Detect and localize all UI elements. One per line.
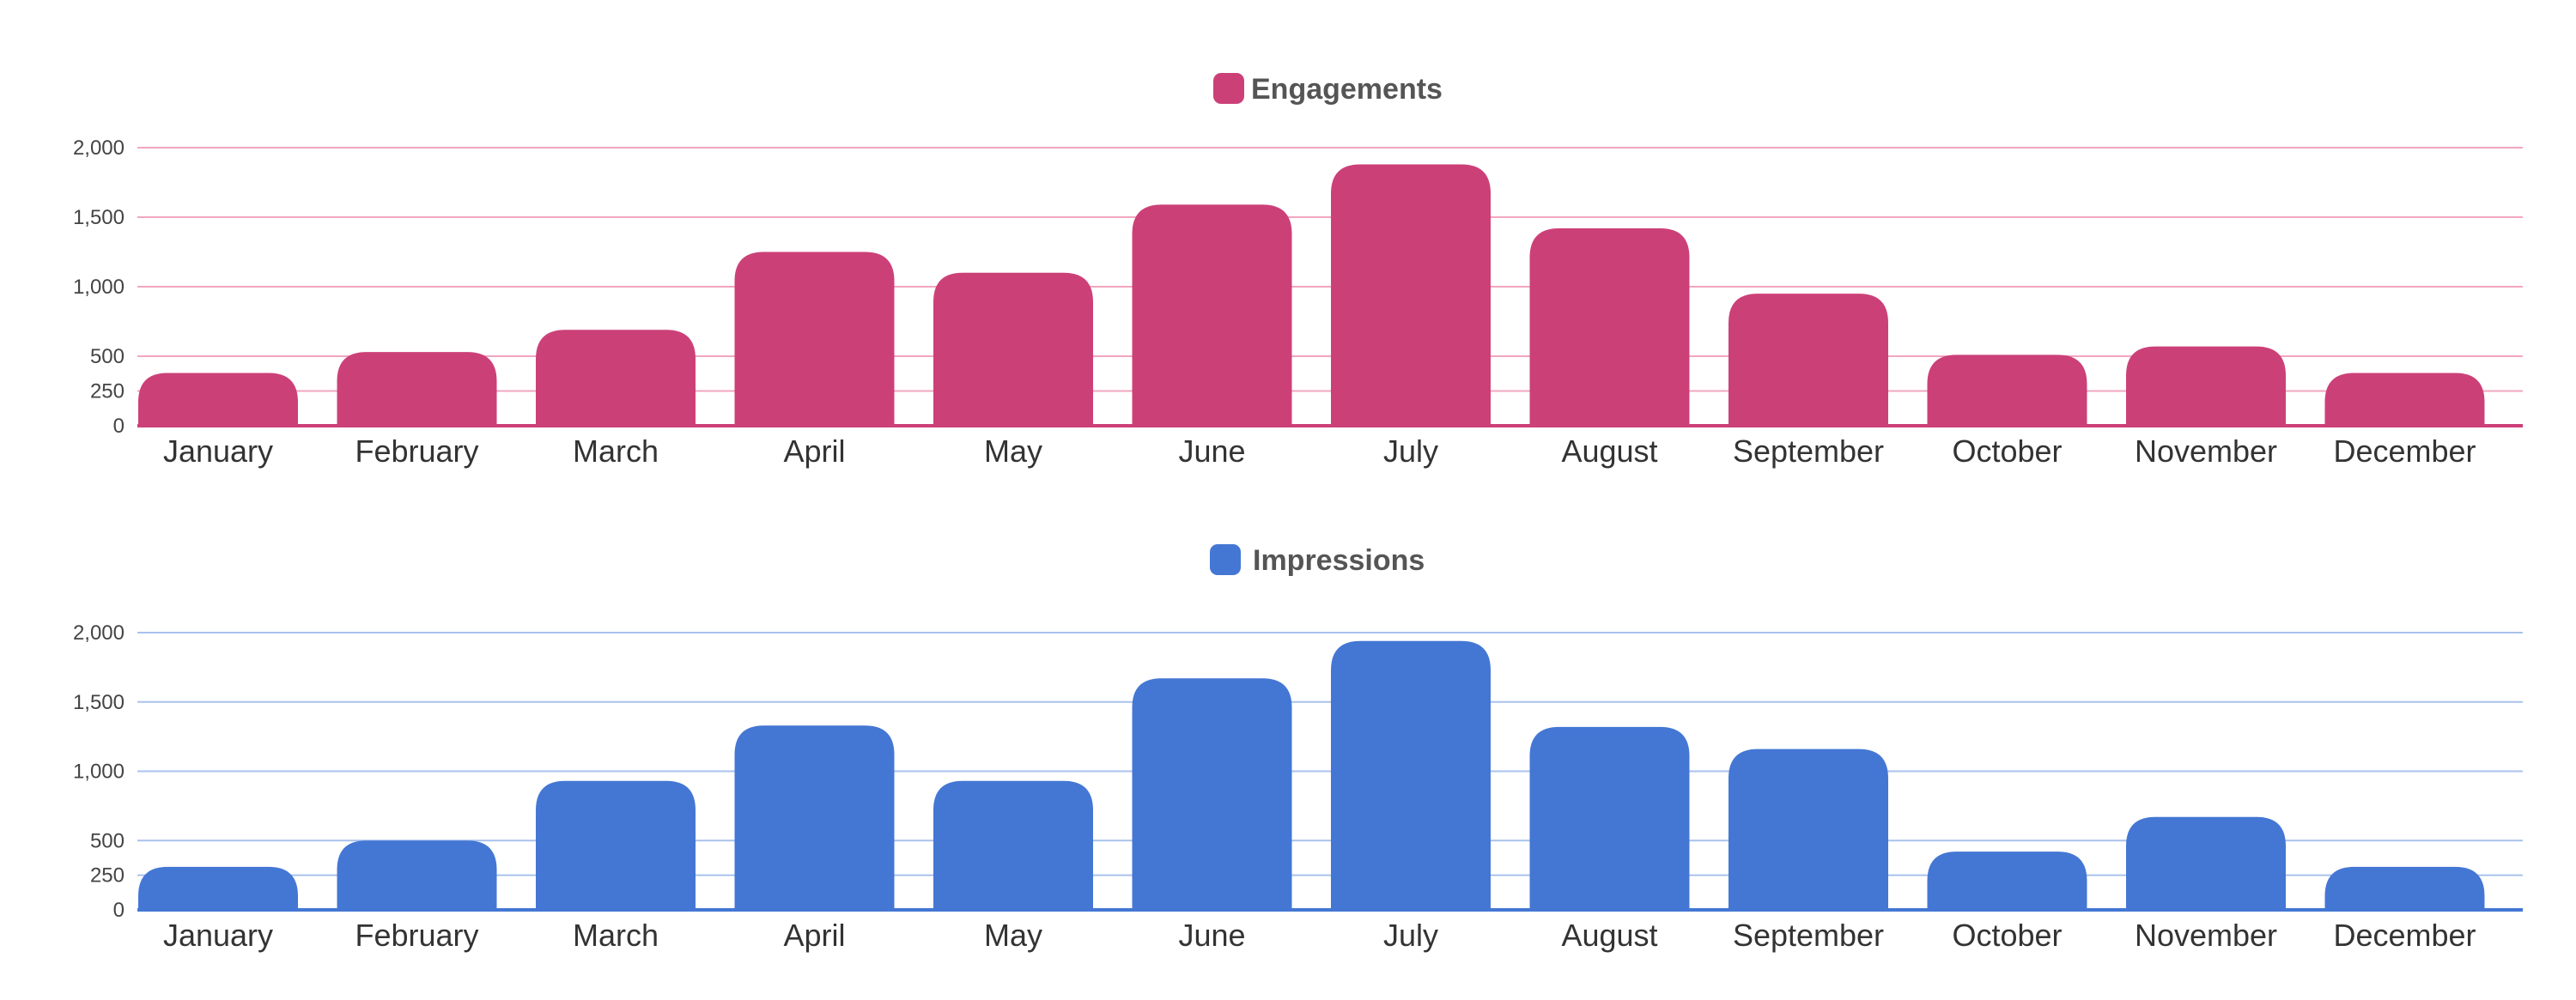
y-tick-label: 0 [113,415,125,438]
x-tick-label: April [783,433,845,469]
y-tick-label: 1,000 [73,761,125,784]
impressions-legend-swatch [1210,544,1241,575]
bar-april [734,725,895,910]
engagements-bars [138,164,2485,427]
bar-september [1728,748,1888,910]
bar-july [1331,640,1491,910]
bar-july [1331,164,1491,426]
bar-june [1132,204,1292,427]
bar-june [1132,678,1292,910]
impressions-x-axis: January February March April May June July Augu… [163,918,2476,953]
impressions-bars [138,640,2485,910]
y-tick-label: 1,000 [73,276,125,299]
bar-november [2126,816,2286,910]
y-tick-label: 2,000 [73,136,125,160]
x-tick-label: January [163,918,273,953]
y-tick-label: 250 [90,864,125,888]
bar-december [2324,373,2485,426]
x-tick-label: July [1383,918,1438,953]
x-tick-label: March [573,918,659,953]
x-tick-label: March [573,433,659,469]
bar-january [138,373,298,426]
y-tick-label: 500 [90,345,125,368]
engagements-legend-label: Engagements [1251,73,1443,106]
x-tick-label: October [1952,433,2062,469]
engagements-gridlines [137,147,2523,427]
impressions-chart: Impressions 0 250 500 1,000 1,500 2,000 Janua… [73,544,2523,953]
x-tick-label: August [1561,918,1657,953]
x-tick-label: September [1733,433,1884,469]
bar-february [337,352,497,426]
impressions-gridlines [137,632,2523,912]
x-tick-label: July [1383,433,1438,469]
x-tick-label: December [2333,918,2476,953]
bar-august [1529,227,1690,426]
x-tick-label: October [1952,918,2062,953]
bar-may [933,272,1093,426]
x-tick-label: November [2135,918,2277,953]
y-tick-label: 250 [90,380,125,403]
impressions-y-axis: 0 250 500 1,000 1,500 2,000 [73,621,125,922]
impressions-legend-label: Impressions [1253,544,1425,577]
bar-october [1927,355,2087,426]
bar-february [337,840,497,910]
x-tick-label: August [1561,433,1657,469]
x-tick-label: December [2333,433,2476,469]
engagements-y-axis: 0 250 500 1,000 1,500 2,000 [73,136,125,438]
x-tick-label: February [355,433,478,469]
impressions-legend: Impressions [1210,544,1425,577]
x-tick-label: April [783,918,845,953]
bar-december [2324,866,2485,910]
engagements-legend: Engagements [1213,73,1443,106]
x-tick-label: June [1178,433,1245,469]
engagements-chart: Engagements 0 250 500 1,000 1,500 2,000 Janua… [73,73,2523,469]
engagements-legend-swatch [1213,73,1244,104]
x-tick-label: January [163,433,273,469]
bar-may [933,780,1093,910]
x-tick-label: May [984,433,1042,469]
bar-august [1529,726,1690,910]
x-tick-label: June [1178,918,1245,953]
y-tick-label: 500 [90,829,125,852]
y-tick-label: 2,000 [73,621,125,645]
y-tick-label: 1,500 [73,206,125,229]
bar-april [734,252,895,426]
bar-march [536,780,696,910]
engagements-x-axis: January February March April May June July Augu… [163,433,2476,469]
bar-september [1728,294,1888,426]
y-tick-label: 1,500 [73,691,125,714]
bar-january [138,866,298,910]
x-tick-label: September [1733,918,1884,953]
y-tick-label: 0 [113,899,125,922]
x-tick-label: November [2135,433,2277,469]
x-tick-label: May [984,918,1042,953]
x-tick-label: February [355,918,478,953]
bar-november [2126,346,2286,426]
bar-march [536,330,696,426]
bar-october [1927,852,2087,910]
